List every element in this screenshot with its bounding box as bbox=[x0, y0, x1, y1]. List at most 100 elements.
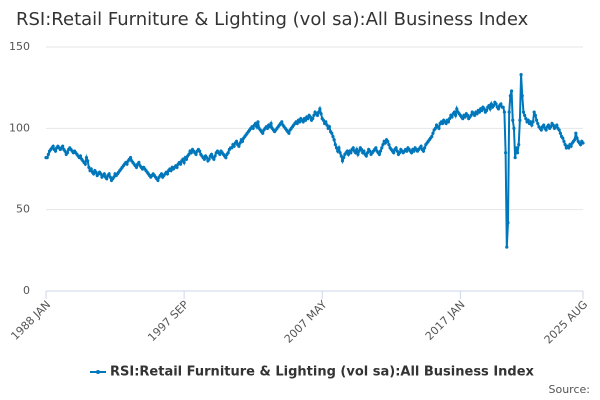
point bbox=[336, 149, 340, 153]
point bbox=[444, 121, 448, 126]
point bbox=[189, 151, 193, 155]
point bbox=[419, 144, 423, 148]
point bbox=[230, 146, 234, 150]
point bbox=[505, 245, 509, 249]
point bbox=[205, 156, 209, 160]
point bbox=[102, 172, 106, 176]
point bbox=[315, 113, 320, 117]
point bbox=[212, 157, 216, 161]
point bbox=[563, 143, 567, 147]
point bbox=[529, 120, 533, 124]
point bbox=[356, 152, 360, 156]
point bbox=[65, 151, 70, 155]
point bbox=[332, 138, 336, 142]
point bbox=[575, 136, 579, 140]
point bbox=[504, 151, 508, 155]
point bbox=[331, 134, 335, 139]
chart-title: RSI:Retail Furniture & Lighting (vol sa)… bbox=[16, 9, 529, 30]
point bbox=[339, 154, 343, 158]
point bbox=[512, 126, 516, 130]
point bbox=[312, 113, 316, 117]
point bbox=[480, 108, 484, 113]
point bbox=[159, 172, 164, 176]
point bbox=[107, 172, 111, 176]
point bbox=[301, 120, 305, 124]
point bbox=[226, 151, 230, 155]
point bbox=[268, 125, 272, 129]
point bbox=[526, 118, 530, 122]
point bbox=[383, 141, 387, 145]
point bbox=[353, 151, 358, 155]
point bbox=[234, 139, 239, 143]
point bbox=[255, 125, 259, 129]
point bbox=[182, 160, 186, 165]
point bbox=[240, 139, 245, 143]
point bbox=[251, 126, 255, 130]
point bbox=[187, 152, 191, 156]
point bbox=[237, 144, 241, 148]
point bbox=[555, 123, 559, 127]
point bbox=[94, 170, 98, 174]
point bbox=[238, 141, 242, 145]
point bbox=[169, 169, 173, 173]
point bbox=[561, 136, 565, 140]
point bbox=[319, 112, 323, 116]
point bbox=[378, 149, 383, 153]
point bbox=[330, 131, 334, 135]
point bbox=[450, 115, 454, 119]
point bbox=[501, 105, 505, 109]
point bbox=[269, 121, 273, 126]
point bbox=[287, 131, 291, 135]
point bbox=[455, 107, 459, 111]
point bbox=[381, 143, 385, 147]
point bbox=[469, 113, 473, 117]
point bbox=[534, 118, 539, 122]
point bbox=[502, 110, 507, 114]
point bbox=[340, 159, 345, 163]
y-tick-label: 50 bbox=[16, 203, 30, 216]
y-tick-label: 0 bbox=[23, 284, 30, 297]
point bbox=[349, 151, 353, 155]
point bbox=[398, 151, 402, 155]
point bbox=[128, 156, 133, 160]
point bbox=[508, 94, 512, 98]
point bbox=[530, 123, 534, 127]
point bbox=[374, 146, 378, 150]
point bbox=[533, 113, 537, 117]
point bbox=[519, 73, 523, 77]
point bbox=[334, 146, 339, 150]
point bbox=[551, 123, 555, 127]
point bbox=[412, 149, 416, 153]
point bbox=[377, 152, 381, 156]
point bbox=[253, 121, 258, 126]
point bbox=[433, 126, 437, 130]
point bbox=[524, 116, 528, 121]
point bbox=[421, 149, 426, 153]
point bbox=[337, 146, 341, 150]
point bbox=[518, 118, 522, 122]
point bbox=[232, 144, 236, 148]
point bbox=[218, 152, 222, 156]
point bbox=[387, 143, 391, 147]
point bbox=[359, 147, 364, 152]
point bbox=[324, 120, 328, 124]
point bbox=[261, 131, 265, 135]
point bbox=[581, 141, 585, 145]
x-tick-label: 1988 JAN bbox=[8, 298, 53, 343]
point bbox=[567, 146, 571, 150]
point bbox=[207, 157, 211, 161]
point bbox=[532, 110, 536, 114]
point bbox=[105, 177, 109, 181]
point bbox=[507, 110, 511, 114]
point bbox=[557, 128, 561, 132]
point bbox=[78, 154, 83, 158]
point bbox=[394, 146, 398, 150]
point bbox=[509, 89, 514, 93]
point bbox=[280, 120, 284, 124]
point bbox=[523, 113, 527, 117]
point bbox=[431, 131, 435, 135]
y-tick-label: 100 bbox=[9, 121, 30, 134]
point bbox=[482, 107, 486, 111]
point bbox=[452, 110, 457, 114]
point bbox=[327, 125, 331, 129]
